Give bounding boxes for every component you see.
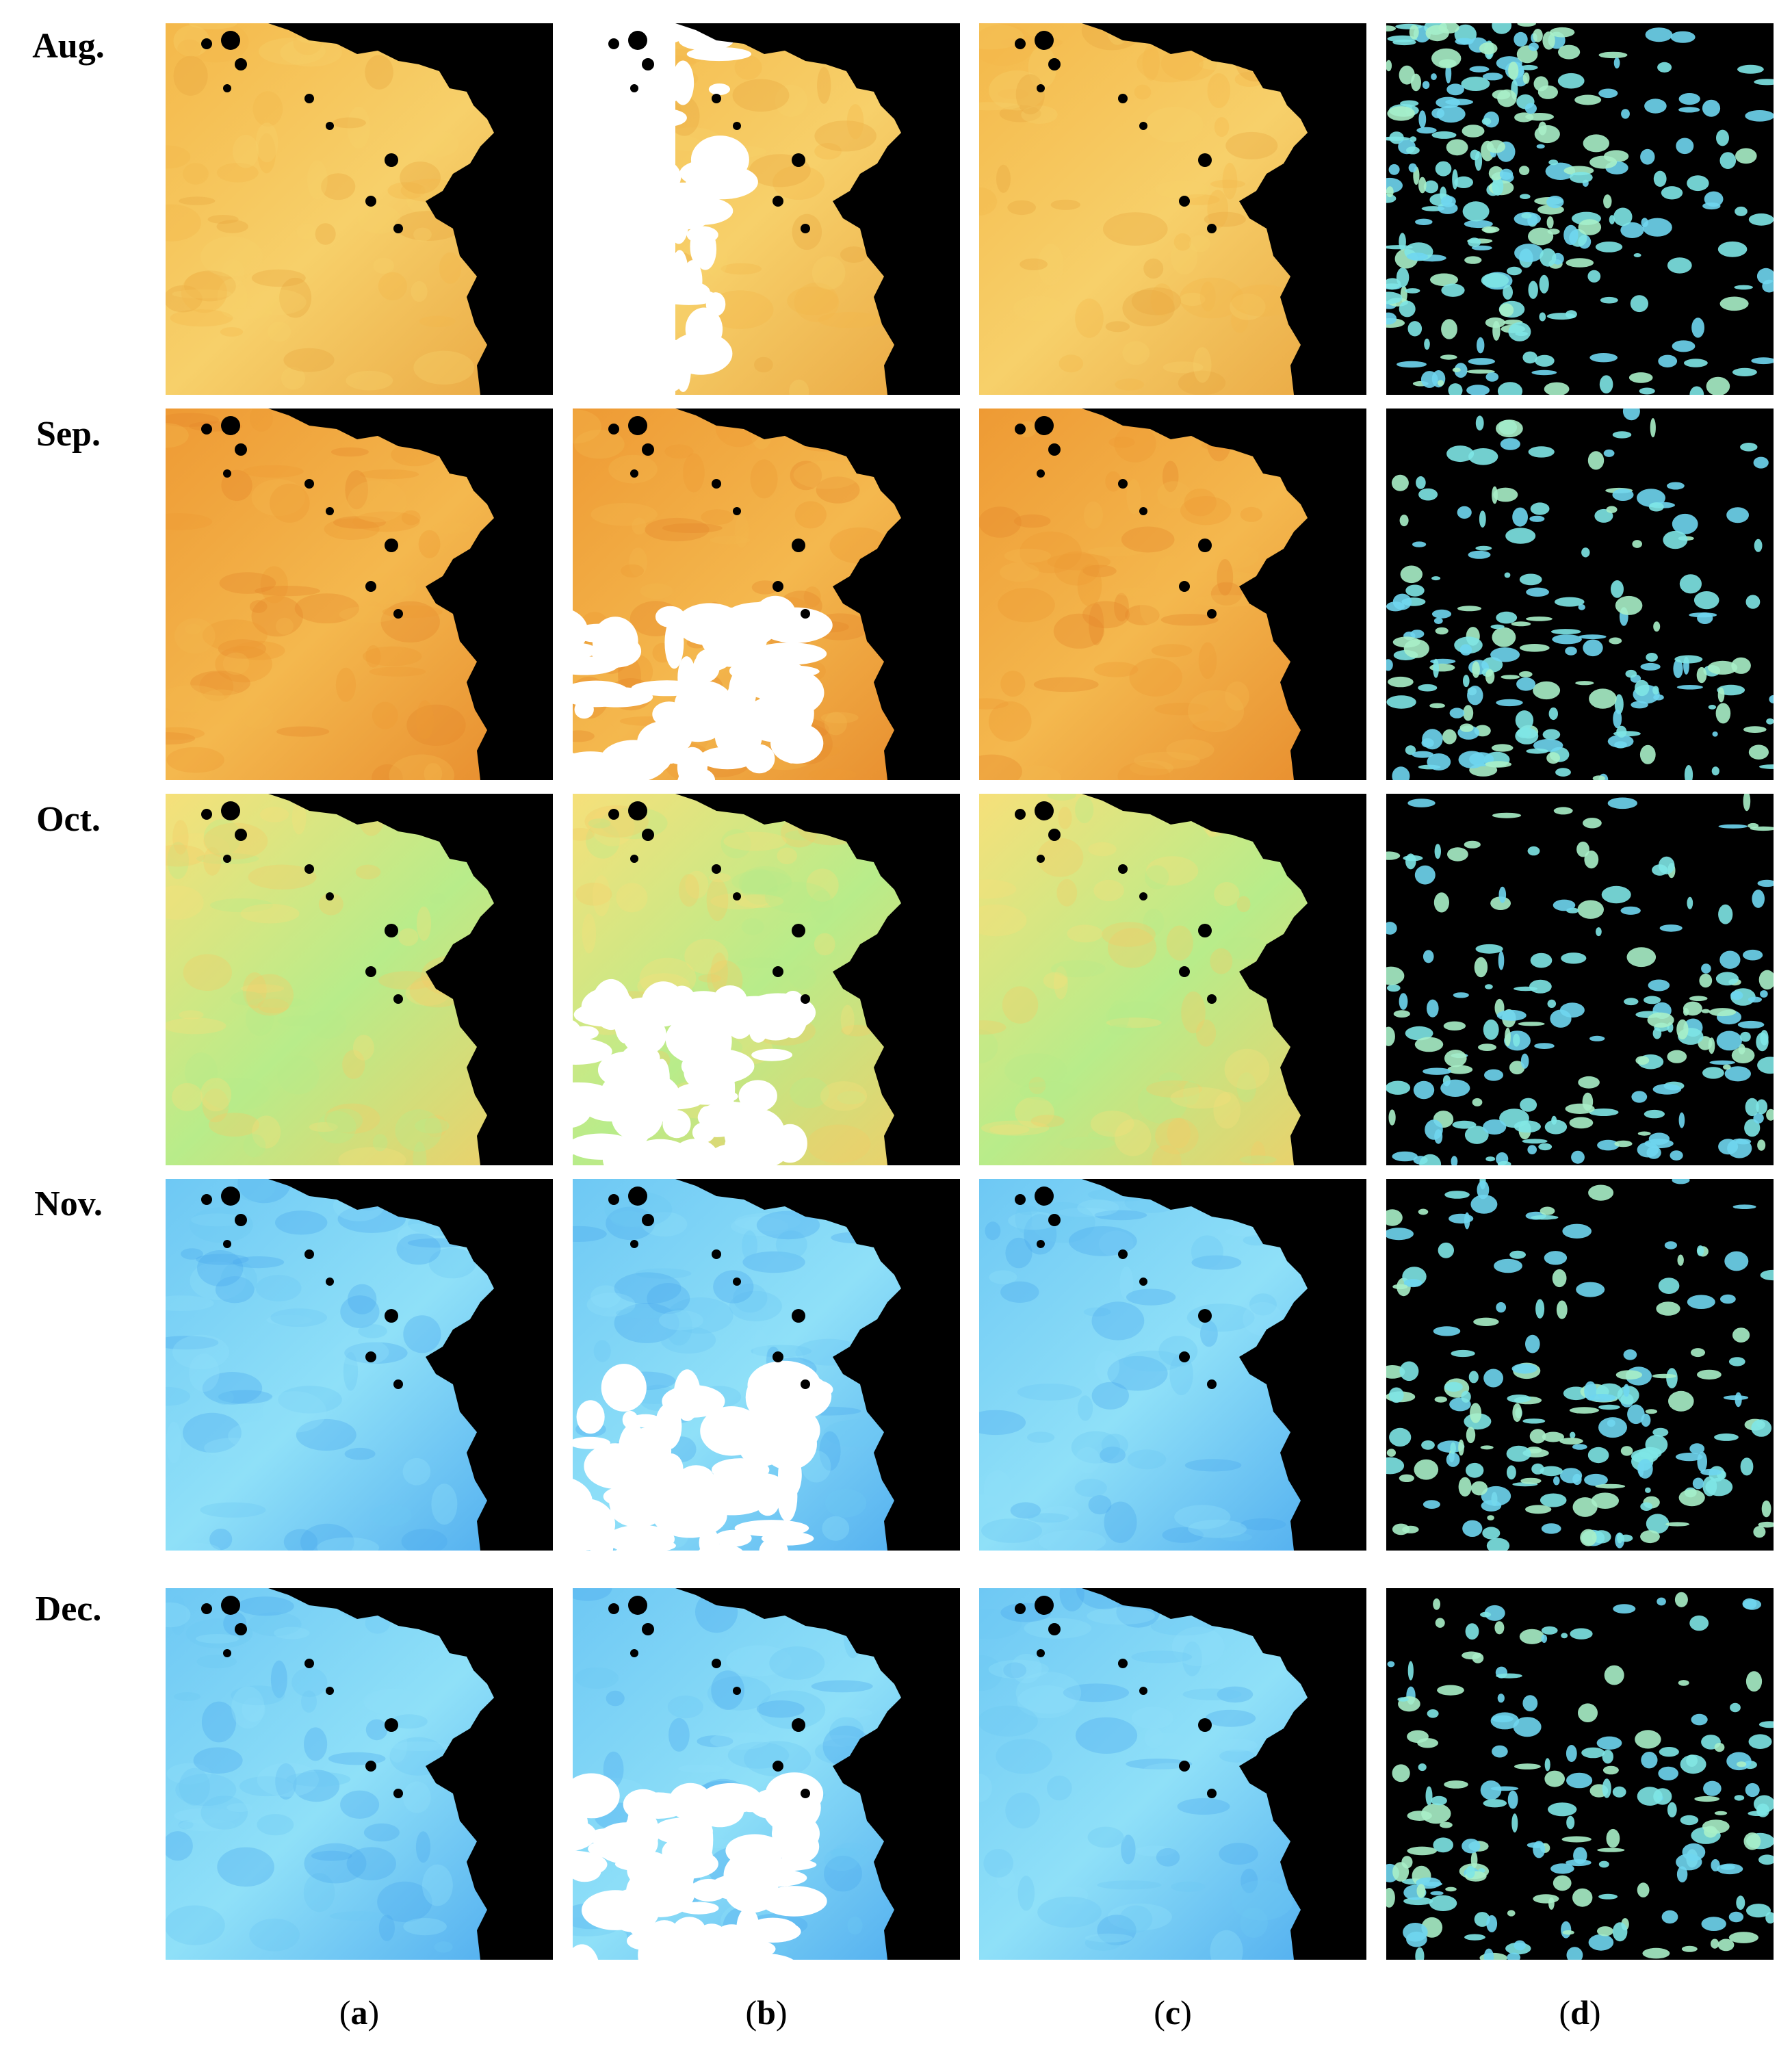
map-panel-nov-d (1386, 1179, 1774, 1551)
row-label-dec: Dec. (35, 1590, 102, 1629)
map-panel-nov-b (573, 1179, 960, 1551)
row-label-oct: Oct. (36, 800, 101, 839)
map-panel-aug-c (979, 23, 1366, 395)
column-label-b: (b) (745, 1993, 788, 2032)
map-panel-oct-d (1386, 794, 1774, 1165)
map-panel-sep-b (573, 409, 960, 780)
map-panel-aug-d (1386, 23, 1774, 395)
map-panel-oct-a (166, 794, 553, 1165)
map-panel-oct-c (979, 794, 1366, 1165)
map-panel-oct-b (573, 794, 960, 1165)
map-panel-dec-d (1386, 1588, 1774, 1960)
map-panel-aug-b (573, 23, 960, 395)
column-label-d: (d) (1559, 1993, 1601, 2032)
map-panel-dec-b (573, 1588, 960, 1960)
map-panel-sep-a (166, 409, 553, 780)
row-label-sep: Sep. (36, 415, 101, 454)
map-panel-sep-d (1386, 409, 1774, 780)
map-panel-nov-c (979, 1179, 1366, 1551)
row-label-aug: Aug. (32, 27, 105, 66)
column-label-a: (a) (339, 1993, 380, 2032)
column-label-c: (c) (1154, 1993, 1192, 2032)
map-panel-sep-c (979, 409, 1366, 780)
map-panel-aug-a (166, 23, 553, 395)
map-panel-dec-c (979, 1588, 1366, 1960)
row-label-nov: Nov. (34, 1184, 103, 1223)
map-panel-dec-a (166, 1588, 553, 1960)
map-panel-nov-a (166, 1179, 553, 1551)
